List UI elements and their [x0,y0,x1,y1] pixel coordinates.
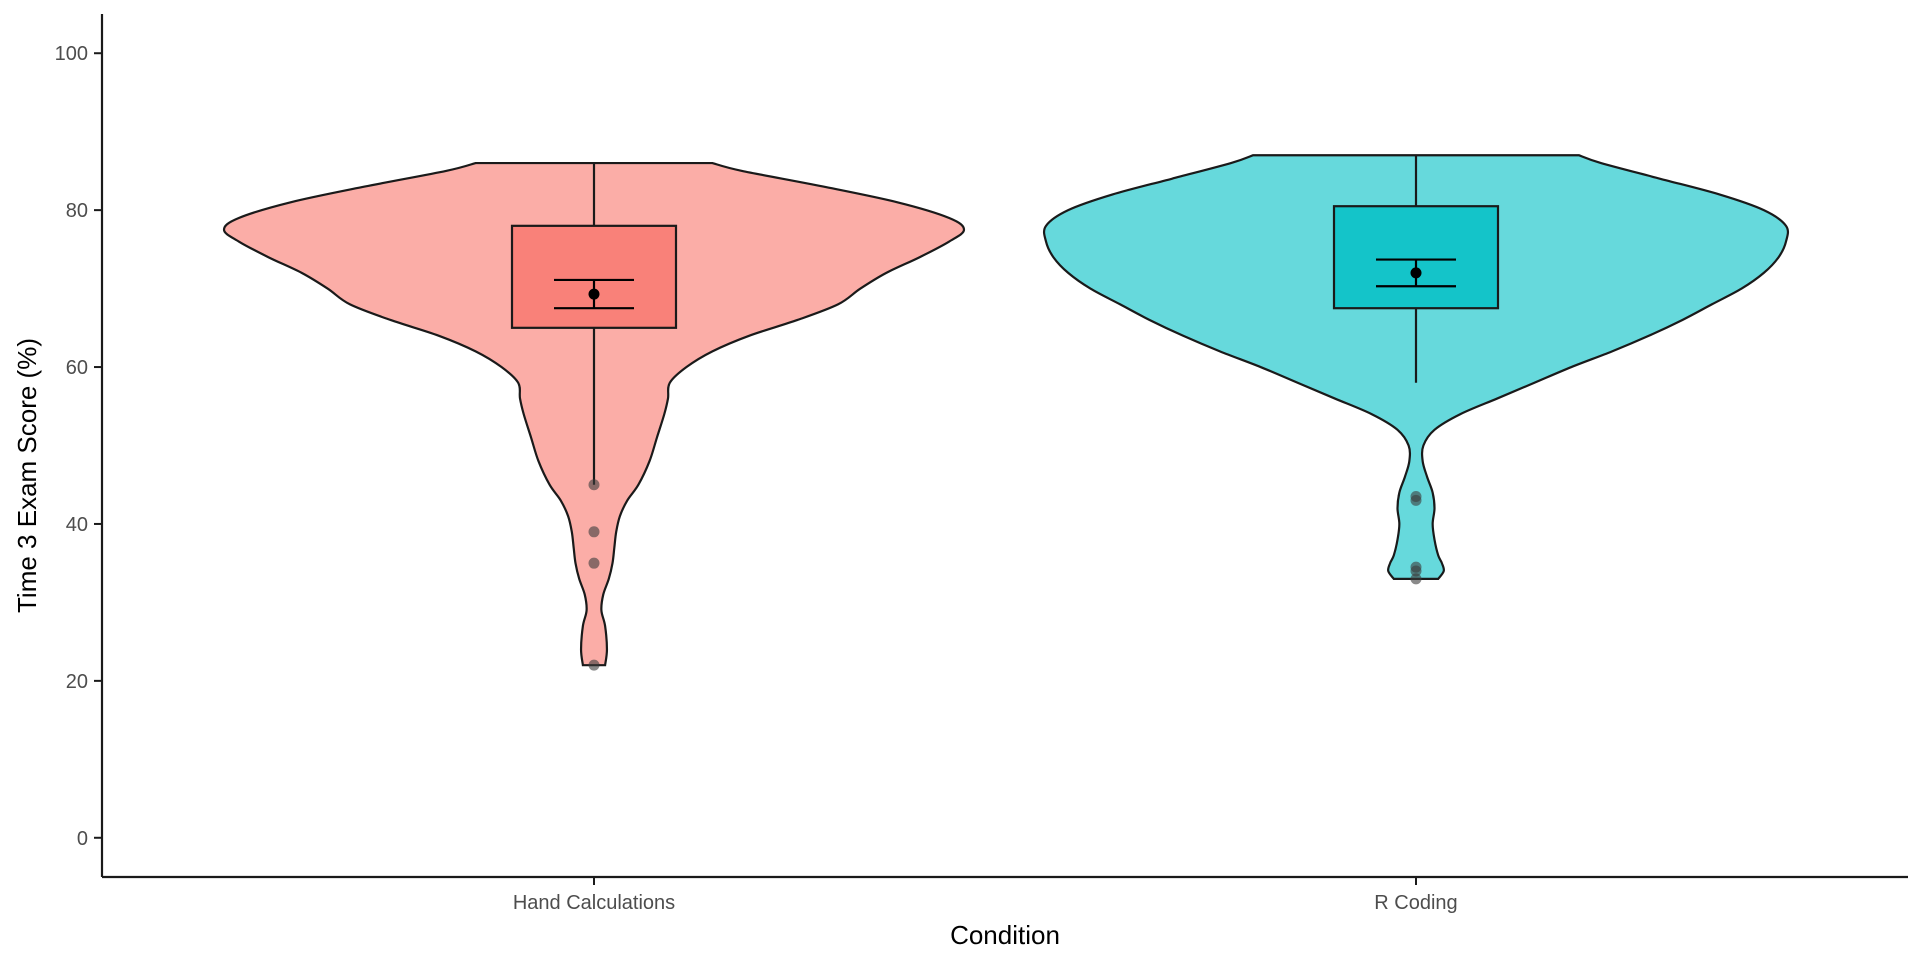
y-tick-label: 80 [66,200,88,222]
outlier-point-hand-calculations [588,479,600,491]
x-tick-label: Hand Calculations [513,892,675,914]
outlier-point-r-coding [1410,573,1422,585]
mean-point-r-coding [1410,267,1422,279]
outlier-point-r-coding [1410,494,1422,506]
y-tick-label: 100 [55,43,88,65]
box-r-coding [1332,205,1500,310]
outlier-point-hand-calculations [588,659,600,671]
y-tick-label: 40 [66,514,88,536]
y-axis-title: Time 3 Exam Score (%) [12,338,42,613]
x-tick-label: R Coding [1374,892,1457,914]
x-axis-title: Condition [950,920,1060,950]
mean-point-hand-calculations [588,288,600,300]
y-tick-label: 20 [66,671,88,693]
y-tick-label: 0 [77,828,88,850]
y-tick-label: 60 [66,357,88,379]
outlier-point-r-coding [1410,565,1422,577]
outlier-point-hand-calculations [588,526,600,538]
outlier-point-hand-calculations [588,557,600,569]
box-hand-calculations [510,224,678,329]
